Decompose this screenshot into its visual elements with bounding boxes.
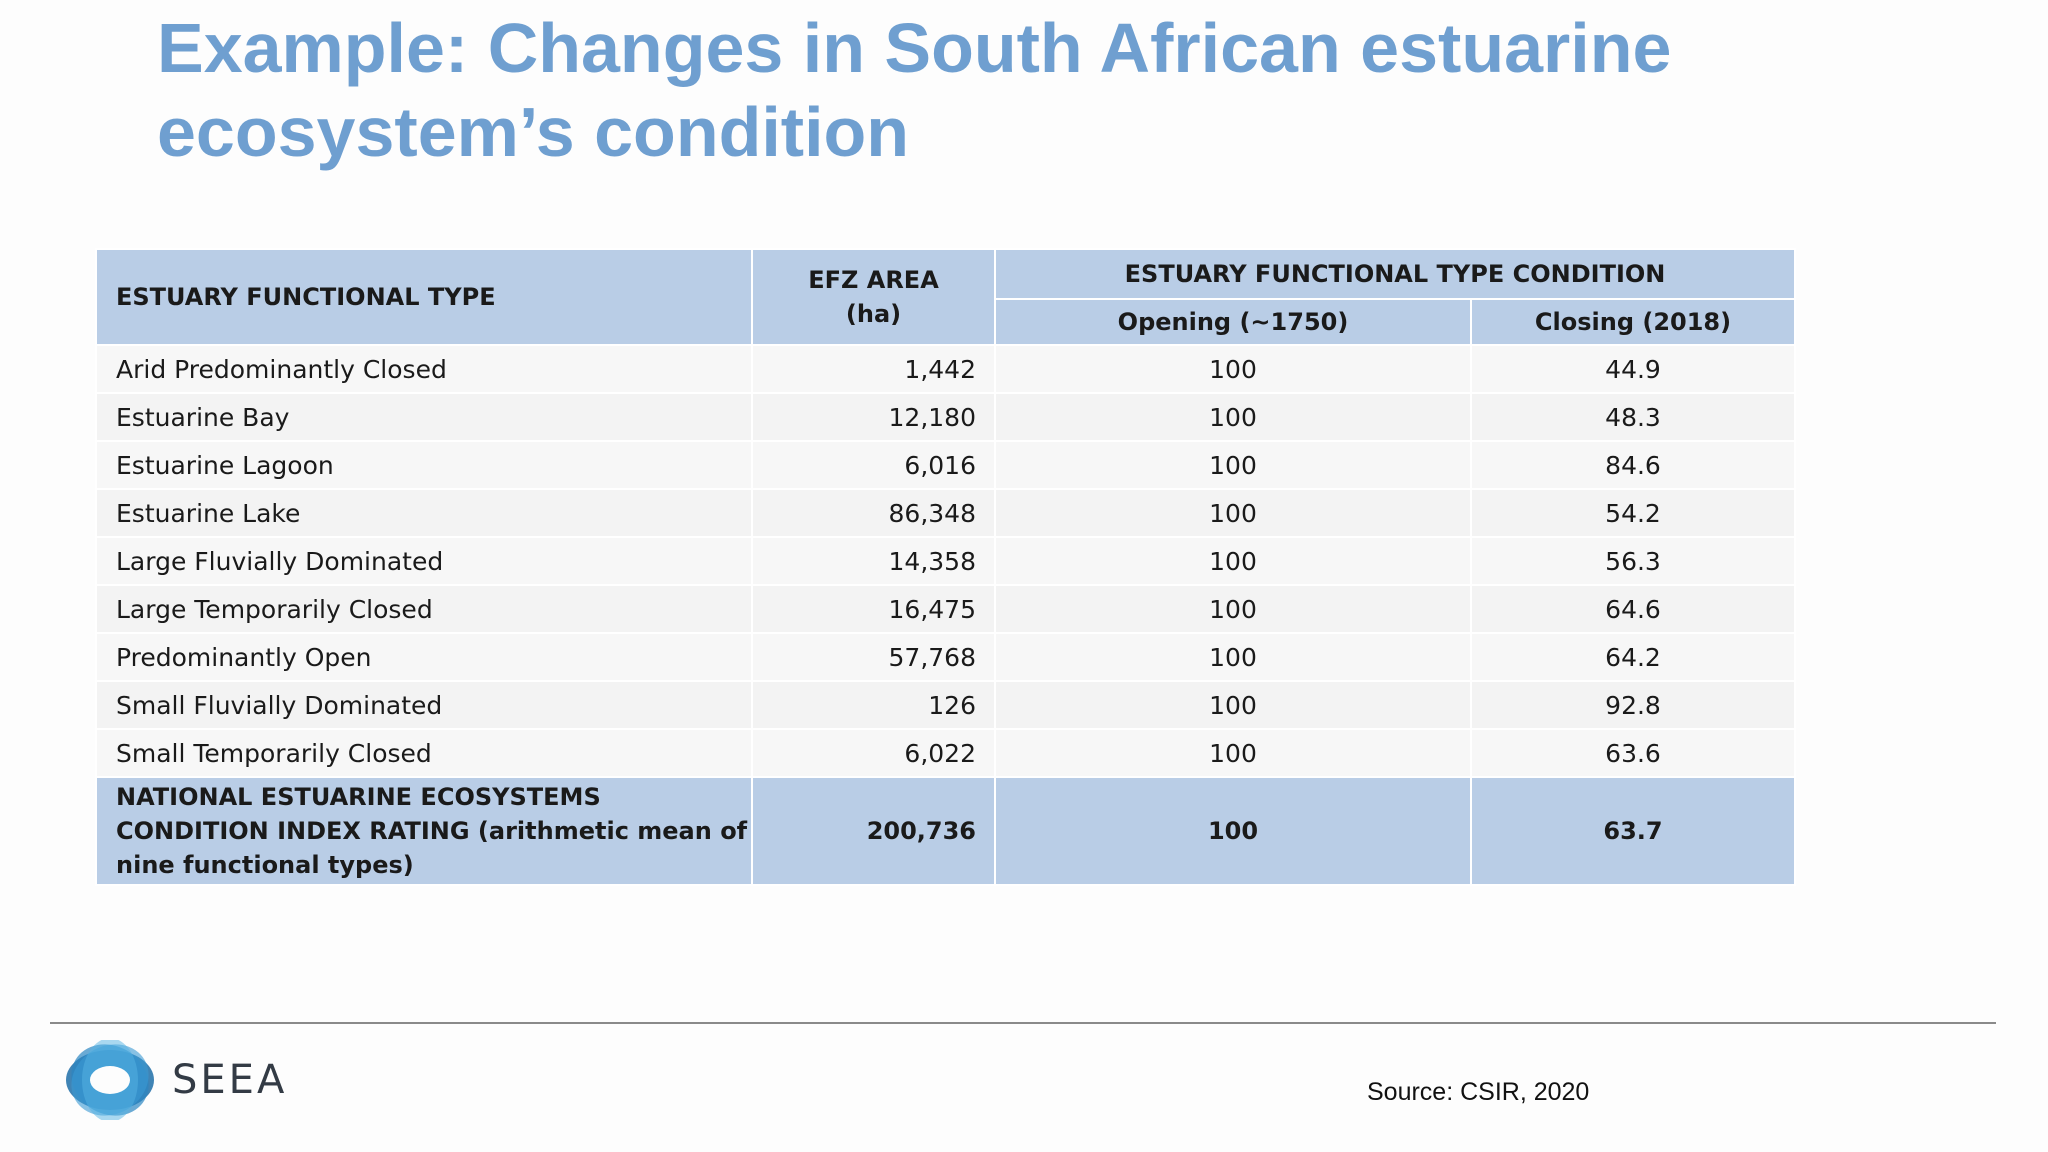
cell-efz-area: 126 [751, 680, 996, 730]
cell-opening: 100 [994, 584, 1472, 634]
seea-logo-text: SEEA [172, 1057, 288, 1103]
cell-efz-area: 6,016 [751, 440, 996, 490]
cell-functional-type: Small Fluvially Dominated [95, 680, 753, 730]
header-functional-type: ESTUARY FUNCTIONAL TYPE [95, 248, 753, 346]
estuary-condition-table: ESTUARY FUNCTIONAL TYPE EFZ AREA (ha) ES… [95, 248, 1797, 886]
table-row: Large Fluvially Dominated 14,358 100 56.3 [95, 536, 1797, 586]
seea-logo: SEEA [62, 1040, 322, 1120]
table-row: Small Fluvially Dominated 126 100 92.8 [95, 680, 1797, 730]
cell-opening: 100 [994, 728, 1472, 778]
total-closing: 63.7 [1469, 776, 1797, 886]
cell-efz-area: 86,348 [751, 488, 996, 538]
cell-opening: 100 [994, 488, 1472, 538]
slide-title: Example: Changes in South African estuar… [157, 9, 1672, 171]
total-opening: 100 [994, 776, 1472, 886]
cell-closing: 48.3 [1469, 392, 1797, 442]
header-condition: ESTUARY FUNCTIONAL TYPE CONDITION [993, 248, 1797, 300]
cell-efz-area: 1,442 [751, 344, 996, 394]
cell-functional-type: Predominantly Open [95, 632, 753, 682]
cell-efz-area: 57,768 [751, 632, 996, 682]
cell-opening: 100 [994, 440, 1472, 490]
cell-closing: 84.6 [1469, 440, 1797, 490]
table-row: Estuarine Lake 86,348 100 54.2 [95, 488, 1797, 538]
header-closing: Closing (2018) [1469, 298, 1797, 346]
source-note: Source: CSIR, 2020 [1367, 1078, 1590, 1106]
cell-functional-type: Small Temporarily Closed [95, 728, 753, 778]
cell-opening: 100 [994, 632, 1472, 682]
cell-closing: 44.9 [1469, 344, 1797, 394]
header-efz-area-line2: (ha) [845, 300, 902, 328]
cell-functional-type: Estuarine Lake [95, 488, 753, 538]
cell-closing: 92.8 [1469, 680, 1797, 730]
cell-functional-type: Estuarine Lagoon [95, 440, 753, 490]
cell-opening: 100 [994, 536, 1472, 586]
footer-divider [50, 1022, 1996, 1024]
condition-table-container: ESTUARY FUNCTIONAL TYPE EFZ AREA (ha) ES… [95, 248, 1797, 886]
cell-functional-type: Large Temporarily Closed [95, 584, 753, 634]
cell-functional-type: Arid Predominantly Closed [95, 344, 753, 394]
table-row: Estuarine Lagoon 6,016 100 84.6 [95, 440, 1797, 490]
table-row-total: NATIONAL ESTUARINE ECOSYSTEMS CONDITION … [95, 776, 1797, 886]
seea-logo-icon [66, 1040, 154, 1120]
cell-closing: 64.6 [1469, 584, 1797, 634]
cell-efz-area: 6,022 [751, 728, 996, 778]
total-area: 200,736 [751, 776, 996, 886]
cell-efz-area: 12,180 [751, 392, 996, 442]
cell-opening: 100 [994, 392, 1472, 442]
total-type: NATIONAL ESTUARINE ECOSYSTEMS CONDITION … [95, 776, 753, 886]
table-row: Arid Predominantly Closed 1,442 100 44.9 [95, 344, 1797, 394]
cell-closing: 56.3 [1469, 536, 1797, 586]
table-row: Estuarine Bay 12,180 100 48.3 [95, 392, 1797, 442]
header-efz-area-line1: EFZ AREA [808, 266, 939, 294]
table-row: Large Temporarily Closed 16,475 100 64.6 [95, 584, 1797, 634]
table-body: Arid Predominantly Closed 1,442 100 44.9 Est… [95, 344, 1797, 886]
table-row: Small Temporarily Closed 6,022 100 63.6 [95, 728, 1797, 778]
cell-closing: 64.2 [1469, 632, 1797, 682]
header-efz-area: EFZ AREA (ha) [751, 248, 996, 346]
cell-closing: 54.2 [1469, 488, 1797, 538]
cell-efz-area: 16,475 [751, 584, 996, 634]
cell-opening: 100 [994, 344, 1472, 394]
table-row: Predominantly Open 57,768 100 64.2 [95, 632, 1797, 682]
cell-opening: 100 [994, 680, 1472, 730]
cell-closing: 63.6 [1469, 728, 1797, 778]
cell-functional-type: Estuarine Bay [95, 392, 753, 442]
cell-efz-area: 14,358 [751, 536, 996, 586]
cell-functional-type: Large Fluvially Dominated [95, 536, 753, 586]
header-opening: Opening (~1750) [994, 298, 1472, 346]
